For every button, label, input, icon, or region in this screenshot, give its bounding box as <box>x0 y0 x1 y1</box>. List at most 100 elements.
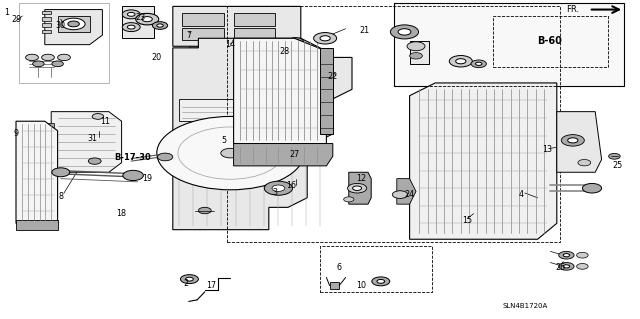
Circle shape <box>609 153 620 159</box>
Circle shape <box>559 251 574 259</box>
Circle shape <box>123 170 143 181</box>
Bar <box>58 16 90 32</box>
Bar <box>42 30 51 33</box>
Circle shape <box>62 18 85 30</box>
Circle shape <box>563 265 570 268</box>
Polygon shape <box>349 172 371 204</box>
Circle shape <box>563 254 570 257</box>
Bar <box>182 13 224 26</box>
Circle shape <box>577 263 588 269</box>
Circle shape <box>471 60 486 68</box>
Circle shape <box>58 54 70 61</box>
Text: 23: 23 <box>136 13 146 22</box>
Circle shape <box>476 62 482 65</box>
Circle shape <box>26 54 38 61</box>
Circle shape <box>180 275 198 284</box>
Circle shape <box>348 183 367 193</box>
Polygon shape <box>45 10 102 45</box>
Text: 8: 8 <box>58 192 63 201</box>
Polygon shape <box>42 145 54 152</box>
Text: 9: 9 <box>13 130 19 138</box>
Polygon shape <box>557 112 602 172</box>
Text: 21: 21 <box>360 26 370 35</box>
Circle shape <box>88 158 101 164</box>
Text: 2: 2 <box>183 279 188 288</box>
Text: 24: 24 <box>404 190 415 199</box>
Polygon shape <box>320 48 333 134</box>
Circle shape <box>561 135 584 146</box>
Polygon shape <box>330 282 339 289</box>
Bar <box>234 28 275 40</box>
Circle shape <box>142 17 152 22</box>
Circle shape <box>392 191 408 198</box>
Circle shape <box>398 29 411 35</box>
Text: 5: 5 <box>221 136 227 145</box>
Circle shape <box>314 33 337 44</box>
Circle shape <box>186 277 193 281</box>
Polygon shape <box>394 3 624 86</box>
Circle shape <box>568 138 578 143</box>
Bar <box>282 46 296 49</box>
Text: 13: 13 <box>542 145 552 154</box>
Text: 26: 26 <box>555 263 565 272</box>
Bar <box>182 28 224 40</box>
Polygon shape <box>234 144 333 166</box>
Circle shape <box>578 160 591 166</box>
Polygon shape <box>410 83 557 239</box>
Text: 17: 17 <box>206 281 216 290</box>
Text: 3: 3 <box>273 189 278 197</box>
Circle shape <box>353 186 362 190</box>
Text: 1: 1 <box>4 8 9 17</box>
Circle shape <box>127 25 135 29</box>
Polygon shape <box>234 38 326 144</box>
Circle shape <box>264 181 292 195</box>
Text: 25: 25 <box>612 161 623 170</box>
Circle shape <box>68 21 79 27</box>
Circle shape <box>302 115 325 127</box>
Circle shape <box>122 10 140 19</box>
Text: B-60: B-60 <box>537 36 561 47</box>
Circle shape <box>157 153 173 161</box>
Polygon shape <box>51 112 122 172</box>
Text: 15: 15 <box>462 216 472 225</box>
Text: 19: 19 <box>142 174 152 183</box>
Circle shape <box>377 279 385 283</box>
Circle shape <box>136 13 159 25</box>
Circle shape <box>449 56 472 67</box>
Text: 12: 12 <box>356 174 367 183</box>
Circle shape <box>577 252 588 258</box>
Text: 29: 29 <box>11 15 21 24</box>
Circle shape <box>92 114 104 119</box>
Circle shape <box>456 59 466 64</box>
Text: 6: 6 <box>337 263 342 272</box>
Text: 18: 18 <box>116 209 127 218</box>
Bar <box>320 246 432 292</box>
Text: 10: 10 <box>356 281 367 290</box>
Circle shape <box>390 25 419 39</box>
Circle shape <box>288 38 303 45</box>
Text: B-17-30: B-17-30 <box>115 153 152 162</box>
Polygon shape <box>16 121 58 223</box>
Circle shape <box>582 183 602 193</box>
Text: SLN4B1720A: SLN4B1720A <box>502 303 548 309</box>
Circle shape <box>42 54 54 61</box>
Circle shape <box>52 61 63 67</box>
Circle shape <box>407 42 425 51</box>
Circle shape <box>122 23 140 32</box>
Polygon shape <box>410 41 429 64</box>
Polygon shape <box>397 179 416 204</box>
Circle shape <box>157 24 163 27</box>
Circle shape <box>559 263 574 270</box>
Circle shape <box>157 116 304 190</box>
Circle shape <box>221 148 240 158</box>
Bar <box>253 46 267 49</box>
Circle shape <box>344 197 354 202</box>
Circle shape <box>52 168 70 177</box>
Text: 11: 11 <box>100 117 111 126</box>
Bar <box>42 11 51 14</box>
Polygon shape <box>294 102 333 140</box>
Text: 16: 16 <box>286 181 296 189</box>
Text: 30: 30 <box>56 21 66 30</box>
Text: 14: 14 <box>225 40 236 49</box>
Polygon shape <box>42 123 54 129</box>
